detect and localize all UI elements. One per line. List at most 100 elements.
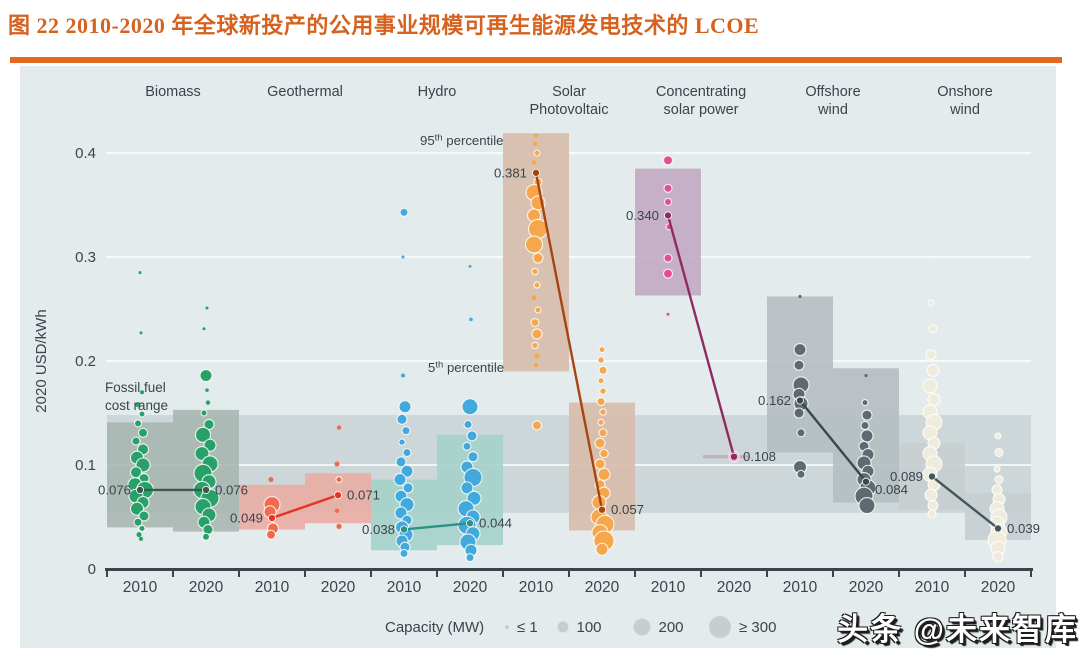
avg-value-label-offshore-wind-2020: 0.084 <box>875 482 908 497</box>
avg-line-solar-pv <box>534 172 604 510</box>
figure-title: 图 22 2010-2020 年全球新投产的公用事业规模可再生能源发电技术的 L… <box>8 13 760 38</box>
avg-value-label-biomass-2020: 0.076 <box>215 482 248 497</box>
avg-value-label-solar-pv-2010: 0.381 <box>494 165 527 180</box>
bubble-solar-pv-2020 <box>599 408 607 416</box>
bubble-hydro-2020 <box>466 430 478 442</box>
annotation-95th-percentile: 95th percentile <box>420 133 503 149</box>
avg-value-label-hydro-2020: 0.044 <box>479 516 512 531</box>
bubble-hydro-2010 <box>399 548 409 558</box>
bubble-biomass-2020 <box>205 400 211 405</box>
avg-value-label-biomass-2010: 0.076 <box>98 482 131 497</box>
x-tick-label-onshore-wind-2010: 2010 <box>915 579 950 596</box>
bubble-solar-pv-2020 <box>595 542 609 556</box>
x-tick-label-hydro-2010: 2010 <box>387 579 422 596</box>
avg-point-biomass-2010 <box>136 485 145 494</box>
avg-point-onshore-wind-2020 <box>994 524 1003 533</box>
bubble-onshore-wind-2010 <box>930 259 934 264</box>
bubble-solar-pv-2010 <box>533 362 539 368</box>
y-tick-label: 0.1 <box>75 457 96 474</box>
bubble-solar-pv-2020 <box>597 377 605 385</box>
bubble-hydro-2010 <box>400 464 414 478</box>
bubble-biomass-2020 <box>202 327 206 331</box>
legend-capacity-label: 100 <box>577 619 602 636</box>
bubble-hydro-2010 <box>401 373 405 378</box>
bubble-csp-2010 <box>663 197 673 206</box>
bubble-solar-pv-2020 <box>594 458 606 470</box>
fossil-fuel-label: cost range <box>105 398 168 413</box>
bubble-solar-pv-2020 <box>599 387 607 395</box>
bubble-hydro-2010 <box>401 255 405 259</box>
bubble-onshore-wind-2010 <box>927 392 941 407</box>
bubble-onshore-wind-2020 <box>993 465 1001 473</box>
avg-point-solar-pv-2010 <box>532 168 541 177</box>
annotation-5th-percentile: 5th percentile <box>428 360 504 376</box>
bubble-biomass-2020 <box>205 306 209 310</box>
bubble-biomass-2020 <box>200 409 208 417</box>
avg-value-label-csp-2020: 0.108 <box>743 449 776 464</box>
bubble-offshore-wind-2010 <box>793 343 807 357</box>
y-tick-label: 0.2 <box>75 353 96 370</box>
bubble-solar-pv-2010 <box>534 306 542 314</box>
avg-value-label-geothermal-2020: 0.071 <box>347 488 380 503</box>
bubble-solar-pv-2010 <box>524 235 544 254</box>
bubble-hydro-2020 <box>463 419 473 429</box>
bubble-hydro-2010 <box>399 207 409 217</box>
group-header-solar-pv: Solar <box>552 84 586 100</box>
bubble-hydro-2010 <box>402 447 412 458</box>
avg-line-offshore-wind <box>799 399 867 483</box>
bubble-offshore-wind-2020 <box>860 429 874 443</box>
group-header-onshore-wind: Onshore <box>937 84 993 100</box>
legend-capacity-label: ≤ 1 <box>517 619 538 636</box>
bubble-hydro-2010 <box>395 456 407 468</box>
accent-bar <box>10 57 1062 63</box>
bubble-hydro-2020 <box>461 398 479 416</box>
bubble-hydro-2020 <box>469 317 473 322</box>
bubble-solar-pv-2020 <box>598 346 606 354</box>
bubble-geothermal-2020 <box>336 523 342 529</box>
bubble-solar-pv-2020 <box>598 365 608 375</box>
bubble-offshore-wind-2010 <box>796 428 806 438</box>
bubble-hydro-2020 <box>467 451 479 463</box>
avg-value-label-offshore-wind-2010: 0.162 <box>758 393 791 408</box>
bubble-hydro-2010 <box>401 426 411 436</box>
bubble-csp-2010 <box>662 268 674 279</box>
bubble-onshore-wind-2010 <box>927 500 939 512</box>
lcoe-chart: 0.076 0.076 0.049 0.071 0.038 0.044 0.381 0.057… <box>33 84 1040 638</box>
group-header-offshore-wind: Offshore <box>805 84 860 100</box>
bubble-solar-pv-2020 <box>597 467 611 481</box>
bubble-solar-pv-2020 <box>597 418 605 426</box>
legend-title: Capacity (MW) <box>385 619 484 636</box>
avg-point-geothermal-2010 <box>267 514 276 523</box>
x-tick-label-offshore-wind-2010: 2010 <box>783 579 818 596</box>
bubble-biomass-2020 <box>201 532 211 541</box>
avg-value-label-solar-pv-2020: 0.057 <box>611 502 644 517</box>
bubble-onshore-wind-2010 <box>931 274 935 279</box>
bubble-biomass-2010 <box>140 390 144 395</box>
x-tick-label-geothermal-2020: 2020 <box>321 579 356 596</box>
bubble-geothermal-2010 <box>268 477 274 483</box>
avg-point-geothermal-2020 <box>333 491 342 500</box>
bubble-biomass-2010 <box>133 419 143 428</box>
bubble-onshore-wind-2020 <box>994 475 1004 485</box>
bubble-offshore-wind-2020 <box>860 420 870 431</box>
x-tick-label-solar-pv-2020: 2020 <box>585 579 620 596</box>
bubble-geothermal-2010 <box>265 529 277 540</box>
bubble-geothermal-2020 <box>334 461 340 467</box>
bubble-geothermal-2020 <box>335 476 343 484</box>
bubble-biomass-2010 <box>139 536 143 541</box>
bubble-offshore-wind-2020 <box>861 409 873 421</box>
avg-point-solar-pv-2020 <box>598 505 607 514</box>
bubble-csp-2010 <box>666 312 670 316</box>
y-tick-label: 0.4 <box>75 145 96 162</box>
bubble-solar-pv-2020 <box>596 397 606 407</box>
bubble-solar-pv-2010 <box>534 353 540 359</box>
bubble-offshore-wind-2010 <box>793 359 805 371</box>
bubble-hydro-2010 <box>402 482 414 494</box>
group-header-biomass: Biomass <box>145 84 201 100</box>
x-tick-label-geothermal-2010: 2010 <box>255 579 290 596</box>
bubble-biomass-2010 <box>135 402 141 408</box>
bubble-hydro-2020 <box>465 553 475 563</box>
bubble-solar-pv-2010 <box>533 281 541 289</box>
avg-value-label-onshore-wind-2010: 0.089 <box>890 469 923 484</box>
percentile-box-csp-2020 <box>703 455 749 459</box>
